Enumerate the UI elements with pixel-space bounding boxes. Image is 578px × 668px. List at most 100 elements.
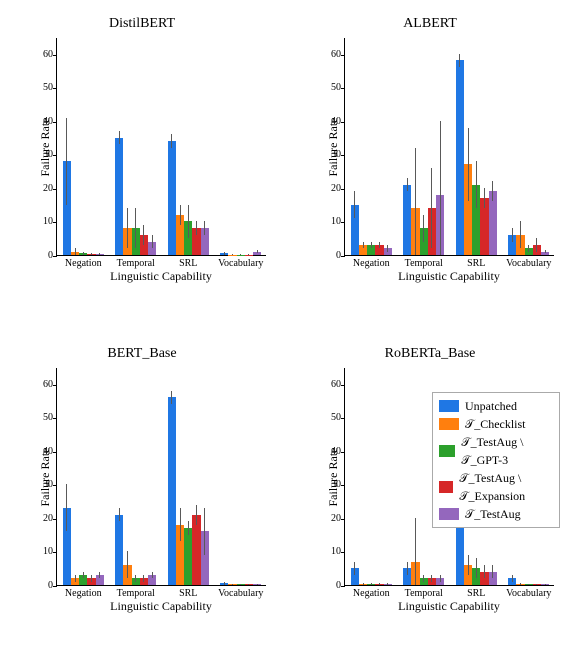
errorbar: [257, 250, 258, 253]
errorbar: [468, 128, 469, 202]
errorbar: [512, 228, 513, 241]
ytick-mark: [341, 418, 345, 419]
errorbar: [440, 121, 441, 255]
bar-s0: [456, 60, 464, 255]
legend-swatch: [439, 508, 459, 520]
errorbar: [520, 583, 521, 585]
category-label: Negation: [65, 588, 102, 599]
errorbar: [371, 583, 372, 585]
errorbar: [75, 248, 76, 255]
errorbar: [431, 168, 432, 248]
legend-label: Unpatched: [465, 397, 517, 415]
category-label: Vocabulary: [506, 258, 551, 269]
errorbar: [248, 584, 249, 585]
category-label: Negation: [353, 258, 390, 269]
errorbar: [152, 235, 153, 248]
errorbar: [240, 584, 241, 585]
errorbar: [257, 584, 258, 585]
legend-swatch: [439, 445, 455, 457]
errorbar: [545, 250, 546, 253]
ytick-mark: [53, 452, 57, 453]
panel-roberta: RoBERTa_Base Failure Rate 0102030405060N…: [300, 340, 560, 630]
category-label: Temporal: [405, 258, 443, 269]
errorbar: [224, 252, 225, 255]
errorbar: [232, 254, 233, 255]
legend-swatch: [439, 481, 453, 493]
bar-s0: [115, 138, 123, 255]
legend-swatch: [439, 400, 459, 412]
errorbar: [171, 134, 172, 147]
category-label: Temporal: [117, 588, 155, 599]
errorbar: [354, 191, 355, 218]
x-axis-label: Linguistic Capability: [56, 599, 266, 614]
legend-item: 𝒯_Checklist: [439, 415, 553, 433]
errorbar: [387, 245, 388, 252]
ytick-mark: [53, 88, 57, 89]
errorbar: [66, 484, 67, 531]
errorbar: [152, 572, 153, 579]
category-label: Vocabulary: [506, 588, 551, 599]
bar-s0: [403, 185, 411, 255]
x-axis-label: Linguistic Capability: [344, 599, 554, 614]
errorbar: [119, 131, 120, 144]
bar-s0: [168, 397, 176, 585]
ytick-mark: [53, 189, 57, 190]
bar-s3: [192, 515, 200, 585]
errorbar: [363, 583, 364, 585]
errorbar: [371, 242, 372, 249]
errorbar: [66, 118, 67, 205]
errorbar: [354, 562, 355, 575]
errorbar: [91, 575, 92, 582]
ytick-mark: [341, 385, 345, 386]
errorbar: [119, 508, 120, 521]
ytick-mark: [53, 155, 57, 156]
errorbar: [204, 508, 205, 555]
panel-title: RoBERTa_Base: [300, 346, 560, 362]
errorbar: [171, 391, 172, 404]
ytick-mark: [341, 586, 345, 587]
ytick-mark: [53, 256, 57, 257]
errorbar: [440, 575, 441, 582]
bar-s2: [184, 528, 192, 585]
errorbar: [188, 205, 189, 239]
errorbar: [387, 583, 388, 585]
errorbar: [188, 521, 189, 534]
ytick-mark: [53, 222, 57, 223]
errorbar: [415, 148, 416, 255]
errorbar: [127, 208, 128, 248]
ytick-mark: [341, 155, 345, 156]
legend-swatch: [439, 418, 459, 430]
errorbar: [196, 221, 197, 234]
plot-area: 0102030405060NegationTemporalSRLVocabula…: [344, 38, 554, 256]
ytick-mark: [53, 586, 57, 587]
errorbar: [180, 205, 181, 225]
errorbar: [415, 518, 416, 585]
ytick-mark: [53, 485, 57, 486]
errorbar: [484, 565, 485, 578]
errorbar: [232, 584, 233, 585]
errorbar: [240, 254, 241, 255]
ytick-mark: [341, 452, 345, 453]
ytick-mark: [341, 256, 345, 257]
errorbar: [204, 221, 205, 234]
errorbar: [83, 252, 84, 255]
x-axis-label: Linguistic Capability: [344, 269, 554, 284]
errorbar: [99, 253, 100, 255]
x-axis-label: Linguistic Capability: [56, 269, 266, 284]
legend-label: 𝒯_Checklist: [465, 415, 526, 433]
category-label: Temporal: [117, 258, 155, 269]
plot-area: 0102030405060NegationTemporalSRLVocabula…: [56, 38, 266, 256]
plot-area: 0102030405060NegationTemporalSRLVocabula…: [56, 368, 266, 586]
bar-s0: [115, 515, 123, 585]
errorbar: [423, 215, 424, 242]
errorbar: [407, 178, 408, 191]
ytick-mark: [53, 385, 57, 386]
ytick-mark: [341, 222, 345, 223]
errorbar: [528, 584, 529, 585]
ytick-mark: [341, 122, 345, 123]
errorbar: [459, 54, 460, 67]
errorbar: [423, 575, 424, 582]
errorbar: [484, 188, 485, 208]
panel-title: ALBERT: [300, 16, 560, 32]
errorbar: [135, 208, 136, 248]
